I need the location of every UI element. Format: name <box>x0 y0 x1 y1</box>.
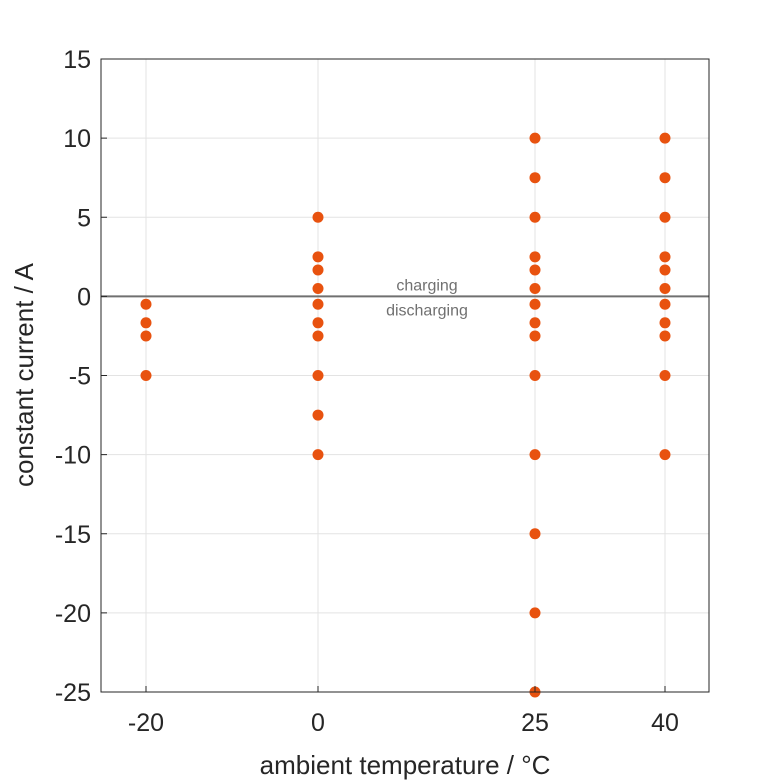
data-point <box>659 264 671 276</box>
data-point <box>529 449 541 461</box>
grid <box>101 58 709 693</box>
data-point <box>312 211 324 223</box>
x-tick-label: 40 <box>651 709 679 737</box>
charging-annotation: charging <box>396 277 457 294</box>
x-axis-title: ambient temperature / °C <box>260 750 551 780</box>
data-point <box>312 449 324 461</box>
x-tick-label: 25 <box>521 709 549 737</box>
data-point <box>529 528 541 540</box>
discharging-annotation: discharging <box>386 302 468 319</box>
data-point <box>529 251 541 263</box>
data-point <box>312 251 324 263</box>
data-point <box>659 330 671 342</box>
y-axis-ticks: 15 10 5 0 -5 -10 -15 -20 -25 <box>55 46 107 707</box>
data-point <box>659 251 671 263</box>
data-point <box>529 317 541 329</box>
x-axis-ticks: -20 0 25 40 <box>128 686 679 737</box>
data-point <box>140 298 152 310</box>
y-tick-label: -10 <box>55 442 91 470</box>
data-point <box>529 330 541 342</box>
data-point <box>529 607 541 619</box>
data-point <box>529 211 541 223</box>
data-point <box>659 298 671 310</box>
x-tick-label: -20 <box>128 709 164 737</box>
data-point <box>312 317 324 329</box>
data-point <box>312 370 324 381</box>
x-tick-label: 0 <box>311 709 325 737</box>
y-tick-label: 10 <box>63 125 91 153</box>
data-point <box>529 172 541 184</box>
y-tick-label: 5 <box>77 204 91 232</box>
data-point <box>529 132 541 144</box>
y-axis-title: constant current / A <box>9 262 39 487</box>
data-point <box>140 317 152 329</box>
data-point <box>312 264 324 276</box>
data-point <box>529 298 541 310</box>
y-tick-label: -15 <box>55 521 91 549</box>
data-point <box>529 264 541 276</box>
data-point <box>140 370 152 381</box>
data-point <box>312 409 324 421</box>
y-tick-label: -25 <box>55 679 91 707</box>
data-point <box>140 330 152 342</box>
data-point <box>659 172 671 184</box>
data-point <box>312 282 324 294</box>
data-point <box>659 370 671 381</box>
data-point <box>312 298 324 310</box>
data-point <box>659 282 671 294</box>
y-tick-label: -5 <box>69 363 91 391</box>
data-point <box>659 211 671 223</box>
y-tick-label: 0 <box>77 283 91 311</box>
y-tick-label: -20 <box>55 600 91 628</box>
y-tick-label: 15 <box>63 46 91 74</box>
data-point <box>529 370 541 381</box>
data-point <box>312 330 324 342</box>
data-point <box>659 132 671 144</box>
data-points <box>140 132 671 698</box>
data-point <box>529 282 541 294</box>
data-point <box>659 449 671 461</box>
data-point <box>659 317 671 329</box>
